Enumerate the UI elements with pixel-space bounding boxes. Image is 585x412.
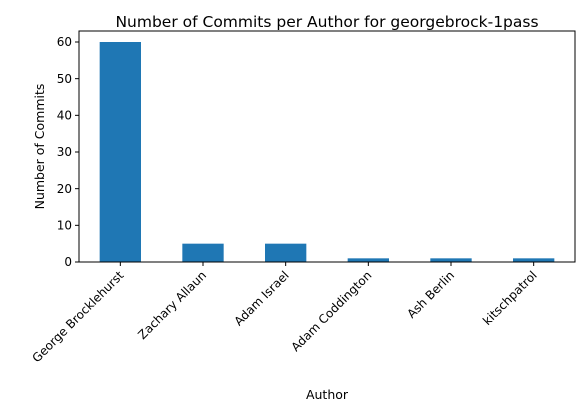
y-tick-label: 60 <box>57 35 72 49</box>
y-tick-label: 20 <box>57 182 72 196</box>
bar <box>347 258 389 262</box>
y-tick-label: 30 <box>57 145 72 159</box>
y-tick-label: 0 <box>64 255 72 269</box>
x-tick-label: Adam Coddington <box>288 268 374 354</box>
bar <box>430 258 472 262</box>
bar <box>265 243 307 262</box>
x-tick-label: Zachary Allaun <box>135 268 209 342</box>
x-tick-label: Adam Israel <box>231 268 291 328</box>
y-tick-label: 50 <box>57 72 72 86</box>
x-axis-label: Author <box>306 387 349 402</box>
x-tick-label: Ash Berlin <box>404 268 457 321</box>
y-tick-label: 40 <box>57 109 72 123</box>
x-tick-label: George Brocklehurst <box>29 268 126 365</box>
bar <box>182 243 224 262</box>
chart-title: Number of Commits per Author for georgeb… <box>115 13 538 31</box>
y-axis-label: Number of Commits <box>32 84 47 210</box>
bar <box>99 42 141 262</box>
y-axis-ticks: 0 10 20 30 40 50 60 <box>57 35 79 269</box>
bars-layer <box>99 42 555 262</box>
plot-frame <box>78 30 576 263</box>
bar <box>513 258 555 262</box>
y-tick-label: 10 <box>57 219 72 233</box>
x-axis-ticks: George Brocklehurst Zachary Allaun Adam Is… <box>29 262 540 365</box>
x-tick-label: kitschpatrol <box>480 268 540 328</box>
